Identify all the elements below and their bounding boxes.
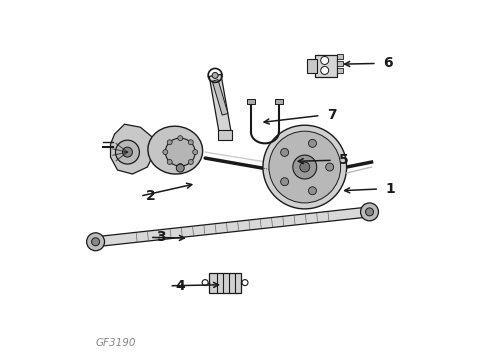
Circle shape <box>321 57 329 64</box>
Circle shape <box>263 125 346 209</box>
Circle shape <box>122 147 132 157</box>
Bar <box>337 54 343 59</box>
Circle shape <box>87 233 104 251</box>
Text: 2: 2 <box>146 189 156 203</box>
Circle shape <box>321 67 329 75</box>
Circle shape <box>116 140 140 164</box>
Circle shape <box>242 280 248 285</box>
Ellipse shape <box>148 126 203 174</box>
Bar <box>337 62 343 67</box>
Circle shape <box>300 162 310 172</box>
Text: 5: 5 <box>339 153 348 167</box>
Bar <box>275 99 283 104</box>
Circle shape <box>163 150 168 154</box>
Bar <box>307 59 317 73</box>
Circle shape <box>92 238 99 246</box>
Circle shape <box>293 155 317 179</box>
Circle shape <box>178 163 183 168</box>
Ellipse shape <box>165 138 195 166</box>
Circle shape <box>309 139 317 147</box>
Polygon shape <box>209 75 231 133</box>
Text: 1: 1 <box>385 182 395 196</box>
Circle shape <box>193 150 197 154</box>
Circle shape <box>309 187 317 195</box>
Circle shape <box>202 280 208 285</box>
Text: 3: 3 <box>156 230 166 244</box>
Polygon shape <box>95 207 370 247</box>
Circle shape <box>269 131 341 203</box>
Text: 7: 7 <box>327 108 336 122</box>
Text: 4: 4 <box>175 279 185 293</box>
Bar <box>315 55 337 77</box>
Circle shape <box>178 136 183 141</box>
Circle shape <box>188 159 194 165</box>
Circle shape <box>281 148 289 156</box>
Text: GF3190: GF3190 <box>96 338 136 348</box>
Circle shape <box>167 159 172 165</box>
Polygon shape <box>111 124 154 174</box>
Bar <box>337 68 343 73</box>
Circle shape <box>212 72 218 78</box>
Bar <box>247 99 255 104</box>
Polygon shape <box>212 80 228 115</box>
Circle shape <box>361 203 378 221</box>
Text: 6: 6 <box>383 57 392 71</box>
Circle shape <box>326 163 334 171</box>
Circle shape <box>176 164 184 172</box>
Circle shape <box>281 178 289 186</box>
Circle shape <box>366 208 373 216</box>
Bar <box>209 273 241 293</box>
Circle shape <box>188 140 194 145</box>
Bar <box>218 130 232 140</box>
Circle shape <box>167 140 172 145</box>
